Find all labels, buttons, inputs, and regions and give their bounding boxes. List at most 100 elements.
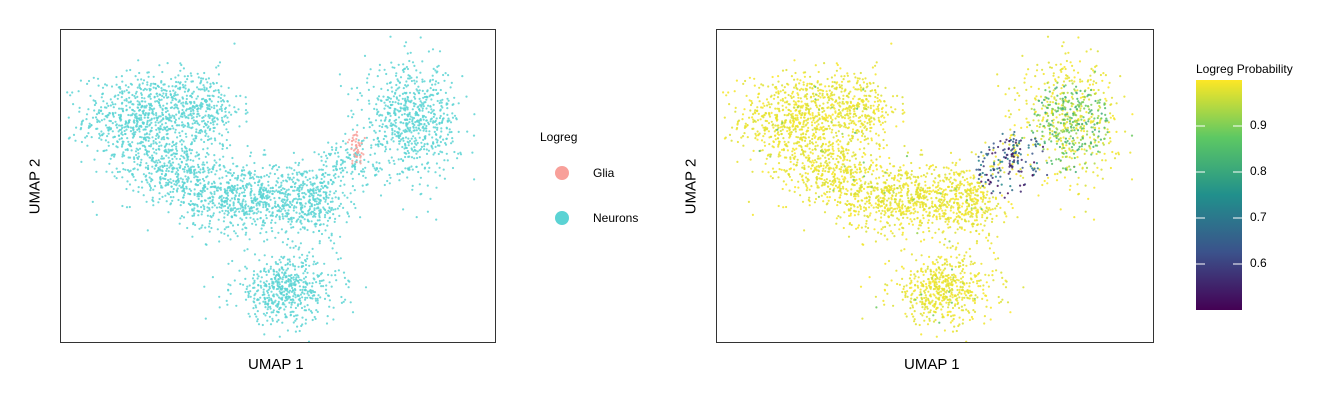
data-point (99, 110, 102, 113)
data-point (793, 59, 796, 62)
data-point (915, 302, 918, 305)
data-point (138, 71, 141, 75)
data-point (131, 93, 134, 97)
data-point (253, 301, 256, 304)
data-point (938, 280, 941, 283)
data-point (295, 273, 298, 276)
data-point (205, 123, 208, 126)
data-point (350, 109, 353, 112)
data-point (839, 125, 842, 129)
data-point (213, 120, 216, 123)
data-point (355, 137, 358, 141)
data-point (453, 114, 457, 117)
data-point (274, 236, 277, 239)
data-point (939, 207, 942, 210)
data-point (404, 97, 407, 100)
data-point (232, 202, 235, 205)
data-point (163, 138, 166, 141)
data-point (190, 74, 193, 77)
data-point (432, 153, 435, 156)
data-point (197, 131, 200, 134)
data-point (118, 170, 121, 173)
data-point (202, 84, 205, 87)
data-point (196, 95, 199, 98)
data-point (181, 149, 184, 152)
data-point (339, 84, 342, 88)
data-point (435, 123, 438, 126)
data-point (100, 138, 103, 141)
data-point (122, 151, 125, 154)
data-point (293, 292, 296, 295)
data-point (108, 119, 111, 122)
data-point (181, 178, 184, 181)
data-point (383, 68, 386, 71)
data-point (914, 184, 917, 187)
data-point (404, 118, 407, 121)
data-point (360, 108, 363, 111)
data-point (231, 156, 234, 160)
data-point (426, 143, 429, 146)
data-point (833, 187, 836, 190)
data-point (258, 202, 261, 206)
data-point (194, 175, 198, 178)
data-point (85, 118, 88, 121)
data-point (152, 142, 155, 145)
data-point (401, 97, 404, 100)
data-point (841, 185, 844, 188)
data-point (276, 190, 279, 194)
data-point (118, 124, 121, 127)
data-point (140, 96, 144, 99)
data-point (304, 263, 308, 267)
data-point (823, 179, 826, 182)
data-point (440, 101, 443, 104)
data-point (109, 104, 112, 107)
data-point (952, 206, 955, 209)
data-point (136, 78, 139, 81)
data-point (171, 148, 174, 151)
data-point (407, 113, 410, 116)
data-point (183, 166, 187, 169)
data-point (81, 119, 85, 122)
data-point (280, 181, 283, 184)
data-point (236, 223, 240, 226)
data-point (196, 163, 200, 166)
data-point (276, 294, 279, 297)
data-point (175, 149, 179, 152)
data-point (212, 90, 215, 93)
data-point (377, 143, 380, 146)
data-point (383, 101, 386, 104)
data-point (1088, 83, 1091, 86)
data-point (177, 74, 180, 77)
data-point (80, 126, 83, 130)
data-point (326, 224, 329, 227)
umap-probability-plot (716, 29, 1154, 343)
data-point (838, 184, 841, 187)
data-point (920, 333, 923, 336)
data-point (161, 128, 164, 131)
data-point (270, 278, 273, 281)
data-point (264, 300, 267, 304)
data-point (173, 115, 176, 118)
data-point (213, 164, 216, 167)
data-point (158, 145, 161, 148)
data-point (318, 242, 321, 245)
data-point (349, 192, 352, 195)
data-point (411, 108, 414, 111)
data-point (1074, 150, 1077, 153)
data-point (235, 189, 238, 192)
data-point (408, 91, 412, 94)
data-point (318, 279, 321, 283)
data-point (317, 203, 320, 206)
data-point (313, 151, 316, 154)
data-point (137, 152, 140, 155)
data-point (309, 205, 312, 208)
data-point (872, 123, 875, 126)
data-point (817, 89, 820, 92)
data-point (283, 303, 286, 306)
data-point (160, 89, 163, 92)
data-point (105, 106, 108, 109)
data-point (111, 130, 114, 133)
data-point (90, 136, 93, 139)
data-point (203, 285, 206, 288)
data-point (293, 287, 296, 291)
